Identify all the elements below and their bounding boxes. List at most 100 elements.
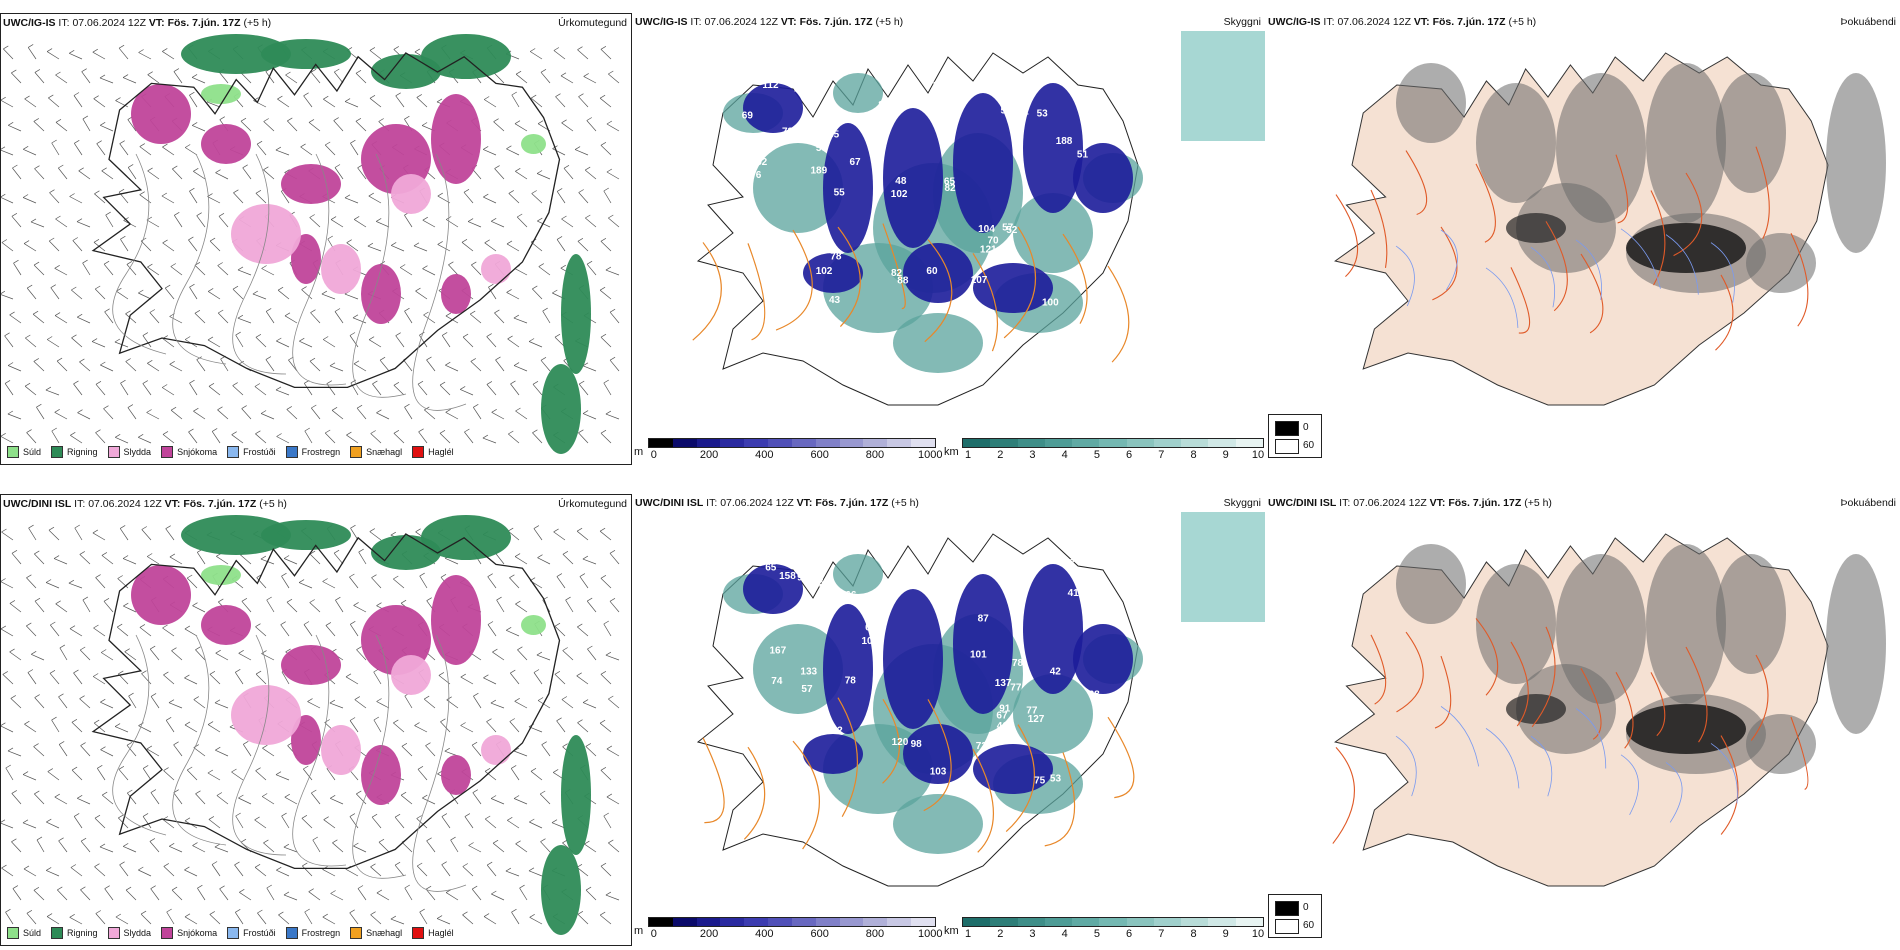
wind-barb-flag: [393, 381, 400, 386]
precip-area: [561, 254, 591, 374]
wind-barb-flag: [101, 649, 107, 653]
wind-barb: [344, 197, 359, 204]
wind-barb-flag: [487, 621, 494, 625]
height-value-label: 101: [970, 649, 987, 660]
wind-barb-flag: [334, 164, 341, 168]
wind-barb: [368, 195, 382, 204]
wind-barb-flag: [3, 45, 9, 50]
height-value-label: 100: [1042, 298, 1059, 309]
wind-barb-flag: [330, 890, 336, 894]
panel-name: Skyggni: [1223, 16, 1261, 28]
wind-barb: [207, 772, 221, 781]
wind-barb: [231, 771, 244, 781]
road-line: [1720, 735, 1739, 835]
wind-barb: [470, 361, 482, 372]
wind-barb-flag: [506, 289, 512, 293]
wind-barb-flag: [529, 818, 535, 823]
wind-barb: [283, 846, 298, 853]
height-value-label: 91: [911, 87, 923, 98]
wind-barb: [1, 867, 14, 877]
wind-barb: [608, 217, 620, 228]
wind-barb: [126, 264, 137, 276]
wind-barb-flag: [445, 361, 451, 366]
wind-barb: [323, 339, 336, 348]
wind-barb-flag: [529, 913, 535, 918]
wind-barb: [483, 196, 497, 204]
wind-barb-flag: [393, 719, 399, 724]
wind-barb-flag: [300, 143, 306, 148]
wind-barb-flag: [57, 886, 63, 891]
wind-barb-flag: [262, 793, 268, 797]
wind-barb-flag: [483, 913, 490, 917]
wind-barb-flag: [80, 646, 86, 651]
wind-barb-flag: [299, 337, 305, 342]
wind-barb-flag: [462, 911, 468, 916]
road-line: [1650, 190, 1666, 286]
wind-barb-flag: [276, 866, 282, 871]
wind-barb-flag: [195, 646, 201, 651]
wind-barb-flag: [513, 795, 520, 799]
colorbar-swatch: [649, 918, 673, 926]
fog-area: [1716, 554, 1786, 674]
road-line: [923, 699, 952, 812]
wind-barb-flag: [26, 622, 32, 627]
precip-area: [281, 164, 341, 204]
precip-area: [521, 615, 546, 635]
wind-barb: [436, 918, 451, 925]
road-line: [1790, 233, 1809, 327]
wind-barb: [419, 335, 428, 348]
wind-barb: [400, 794, 413, 805]
wind-barb-flag: [333, 117, 339, 121]
wind-barb-flag: [69, 625, 76, 630]
wind-barb: [441, 864, 451, 877]
colorbar-swatch: [1208, 439, 1236, 447]
wind-barb: [209, 914, 221, 925]
wind-barb: [371, 816, 382, 829]
wind-barb-flag: [194, 309, 201, 314]
wind-barb-flag: [487, 573, 493, 578]
wind-barb: [445, 411, 459, 420]
wind-barb-flag: [417, 765, 424, 770]
wind-barb-flag: [277, 95, 283, 100]
wind-barb-flag: [311, 789, 317, 794]
wind-barb-flag: [486, 718, 492, 723]
wind-barb-flag: [54, 264, 60, 269]
height-value-label: 82: [818, 577, 830, 588]
wind-barb-flag: [600, 670, 607, 675]
wind-barb-flag: [369, 94, 376, 99]
wind-barb: [302, 865, 313, 877]
wind-barb: [141, 529, 152, 541]
wind-barb: [169, 316, 183, 324]
precip-area: [541, 845, 581, 935]
wind-barb: [92, 51, 106, 60]
precip-area: [521, 134, 546, 154]
terrain-height-area: [883, 108, 943, 248]
wind-barb-flag: [150, 693, 157, 697]
wind-barb: [70, 435, 83, 444]
colorbar-tick-label: 6: [1126, 449, 1133, 461]
wind-barb-flag: [207, 769, 214, 774]
wind-barb-flag: [349, 717, 356, 721]
colorbar-swatch: [1017, 918, 1045, 926]
road-line: [1510, 267, 1531, 334]
wind-barb: [1, 628, 14, 637]
wind-barb-flag: [284, 793, 290, 798]
wind-barb-flag: [537, 554, 543, 559]
wind-barb-flag: [191, 74, 198, 78]
wind-barb-flag: [169, 842, 175, 847]
fog-light-swatch: [1275, 439, 1299, 454]
precip-area: [181, 515, 291, 555]
wind-barb: [189, 95, 198, 108]
wind-barb-flag: [93, 95, 99, 100]
wind-barb-flag: [24, 382, 31, 387]
wind-barb: [115, 916, 129, 925]
wind-barb-flag: [93, 238, 100, 243]
wind-barb-flag: [509, 574, 515, 579]
wind-barb: [207, 196, 221, 204]
wind-barb-flag: [265, 356, 272, 360]
wind-barb: [138, 869, 152, 877]
legend-item: Haglél: [412, 927, 454, 939]
wind-barb: [275, 389, 290, 396]
height-value-label: 97: [765, 303, 777, 314]
wind-barb: [11, 216, 22, 228]
